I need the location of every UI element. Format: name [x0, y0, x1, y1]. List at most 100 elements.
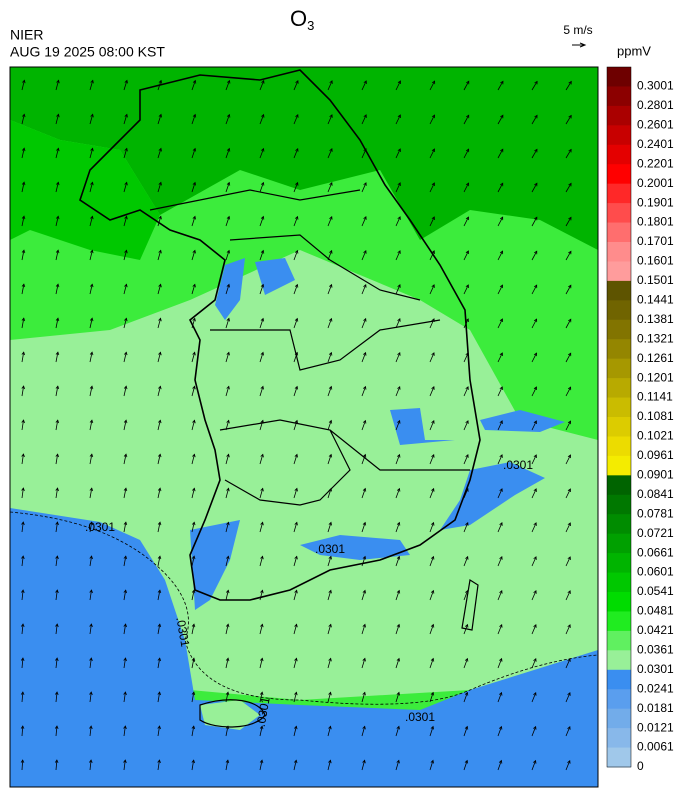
wind-arrow [395, 318, 401, 329]
wind-arrowhead [294, 725, 298, 730]
wind-arrowhead [260, 623, 264, 628]
wind-arrowhead [362, 555, 367, 560]
wind-arrow [531, 183, 538, 193]
wind-arrow [395, 590, 400, 601]
wind-scale-label: 5 m/s [563, 23, 592, 37]
wind-arrow [191, 522, 195, 533]
wind-arrow [327, 182, 333, 193]
wind-arrow [429, 488, 435, 499]
wind-arrowhead [21, 487, 25, 492]
colorbar-label: 0.1901 [637, 195, 674, 209]
wind-arrowhead [294, 419, 299, 424]
wind-arrowhead [499, 691, 503, 696]
wind-arrowhead [533, 386, 537, 391]
wind-arrow [463, 658, 468, 669]
wind-arrowhead [363, 351, 367, 356]
wind-arrow [89, 420, 93, 431]
wind-arrowhead [55, 351, 60, 356]
wind-arrow [21, 658, 24, 669]
patch [190, 520, 240, 610]
wind-arrowhead [328, 691, 332, 696]
wind-arrowhead [329, 249, 333, 254]
wind-arrowhead [54, 725, 59, 729]
wind-arrow [191, 454, 195, 465]
wind-arrowhead [431, 318, 435, 322]
wind-arrow [55, 80, 59, 91]
wind-arrowhead [158, 385, 162, 390]
wind-arrow [531, 149, 538, 159]
wind-arrow [531, 318, 537, 329]
colorbar-label: 0.1441 [637, 293, 674, 307]
wind-arrow [361, 488, 366, 499]
wind-arrowhead [533, 352, 538, 357]
wind-arrowhead [192, 351, 196, 356]
wind-arrow [565, 624, 571, 635]
wind-arrow [55, 216, 59, 227]
wind-arrowhead [430, 623, 435, 628]
wind-arrowhead [465, 420, 469, 424]
colorbar-cell [607, 339, 631, 360]
wind-arrowhead [89, 521, 94, 526]
wind-arrow [565, 692, 571, 703]
colorbar-cell [607, 222, 631, 243]
wind-arrowhead [328, 521, 332, 526]
wind-arrowhead [431, 419, 435, 424]
wind-arrow [327, 386, 332, 397]
wind-arrowhead [55, 623, 59, 628]
wind-arrowhead [396, 521, 401, 526]
wind-arrowhead [225, 759, 230, 764]
wind-arrowhead [533, 657, 537, 662]
wind-arrow [157, 556, 161, 567]
wind-arrow [259, 148, 264, 159]
wind-arrow [225, 386, 230, 397]
wind-arrowhead [567, 386, 572, 391]
wind-arrowhead [293, 759, 298, 764]
wind-arrowhead [55, 657, 59, 661]
wind-arrow [55, 726, 58, 737]
wind-arrow [157, 386, 161, 397]
wind-arrowhead [294, 249, 299, 254]
colorbar-label: 0.2001 [637, 176, 674, 190]
wind-arrowhead [362, 725, 366, 730]
wind-arrow [395, 522, 400, 533]
wind-arrowhead [124, 181, 128, 186]
wind-arrowhead [363, 148, 367, 152]
wind-arrow [21, 624, 24, 635]
coastline [79, 69, 481, 601]
wind-arrow [191, 658, 195, 669]
wind-arrow [361, 420, 366, 431]
colorbar-label: 0.0721 [637, 526, 674, 540]
wind-arrow [395, 488, 400, 499]
wind-arrowhead [294, 453, 298, 458]
wind-arrowhead [192, 487, 196, 492]
wind-arrowhead [191, 521, 196, 526]
wind-arrowhead [259, 691, 264, 696]
wind-arrow [89, 454, 93, 465]
wind-arrow [191, 488, 195, 499]
colorbar-label: 0.1381 [637, 312, 674, 326]
wind-arrowhead [499, 623, 503, 628]
wind-arrow [463, 692, 468, 703]
colorbar-label: 0.1261 [637, 351, 674, 365]
wind-arrowhead [124, 317, 128, 322]
wind-arrow [497, 318, 503, 329]
wind-arrowhead [465, 318, 469, 322]
island-field [200, 700, 260, 730]
wind-arrow [361, 760, 366, 771]
wind-arrowhead [157, 521, 162, 526]
colorbar-label: 0.0901 [637, 468, 674, 482]
wind-arrowhead [124, 215, 128, 220]
wind-arrowhead [534, 148, 538, 153]
wind-arrowhead [499, 216, 504, 221]
wind-arrow [123, 590, 127, 601]
wind-arrowhead [329, 181, 333, 186]
wind-arrowhead [89, 725, 93, 729]
colorbar-cell [607, 689, 631, 710]
wind-arrow [327, 80, 333, 91]
wind-arrow [463, 284, 469, 295]
wind-arrow [327, 420, 332, 431]
wind-arrowhead [329, 114, 333, 118]
wind-arrow [565, 488, 571, 499]
wind-arrow [21, 80, 25, 91]
wind-arrow [531, 115, 538, 125]
